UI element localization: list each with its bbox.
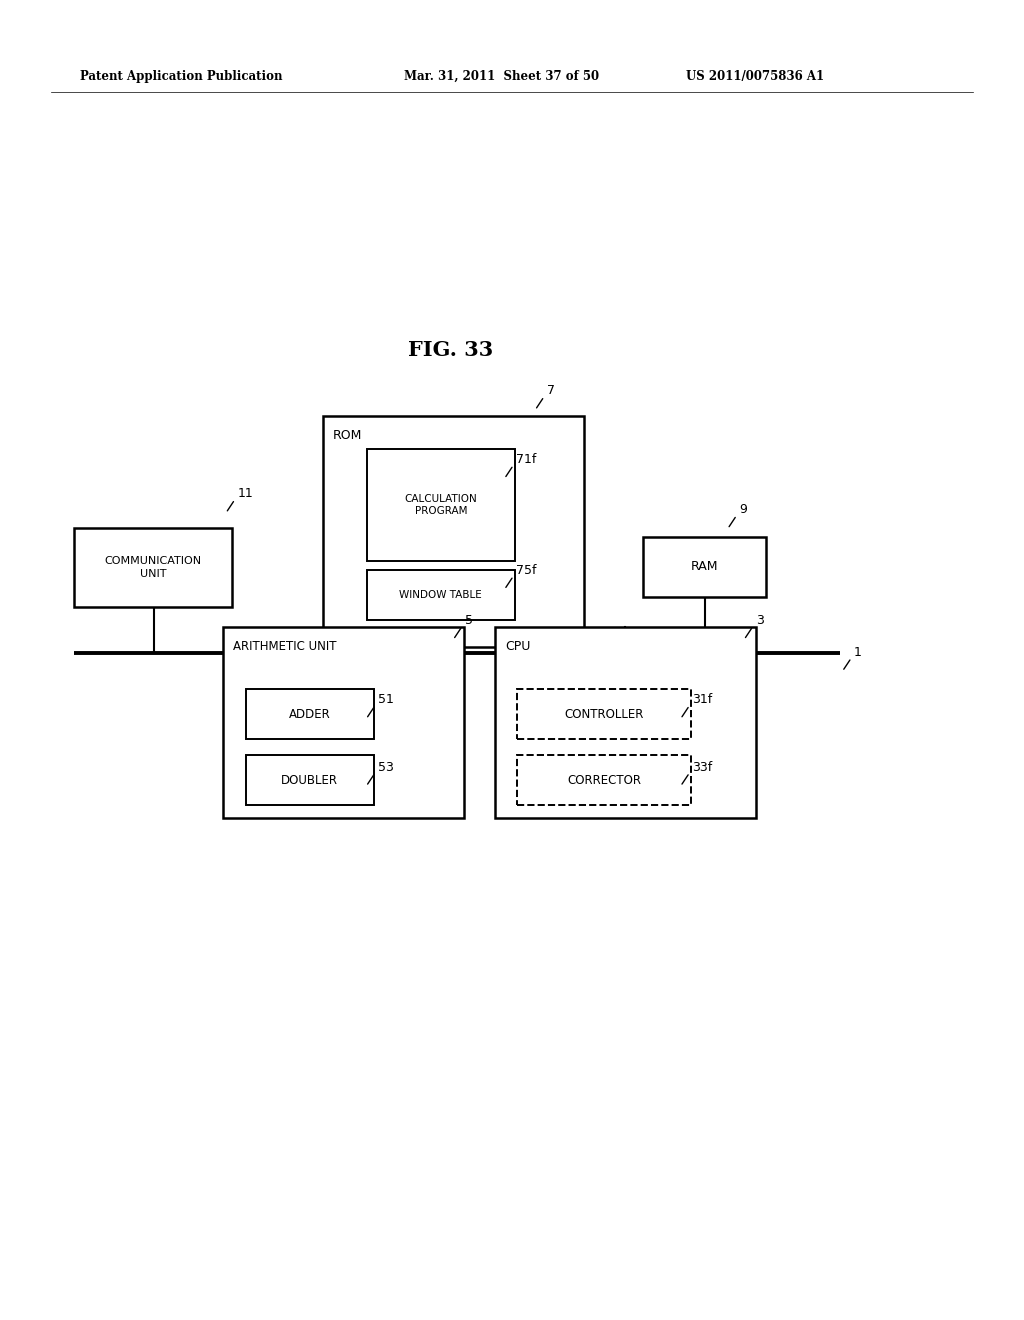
Text: ADDER: ADDER [289,708,331,721]
Text: 3: 3 [756,614,764,627]
Text: ARITHMETIC UNIT: ARITHMETIC UNIT [233,640,337,653]
Bar [367,570,515,620]
Bar [643,537,766,597]
Text: Mar. 31, 2011  Sheet 37 of 50: Mar. 31, 2011 Sheet 37 of 50 [404,70,600,83]
Bar [246,689,374,739]
Text: 11: 11 [238,487,253,500]
Text: 5: 5 [465,614,473,627]
Text: 7: 7 [547,384,555,397]
Text: 51: 51 [378,693,394,706]
Text: 9: 9 [739,503,748,516]
Bar [323,416,584,647]
Text: CORRECTOR: CORRECTOR [567,774,641,787]
Bar [367,449,515,561]
Text: RAM: RAM [691,561,718,573]
Text: CONTROLLER: CONTROLLER [564,708,644,721]
Text: 75f: 75f [516,564,537,577]
Text: CALCULATION
PROGRAM: CALCULATION PROGRAM [404,494,477,516]
Text: ROM: ROM [333,429,362,442]
Text: 31f: 31f [692,693,713,706]
Text: 53: 53 [378,760,394,774]
Text: CPU: CPU [505,640,530,653]
Text: DOUBLER: DOUBLER [282,774,338,787]
Bar [223,627,464,818]
Text: US 2011/0075836 A1: US 2011/0075836 A1 [686,70,824,83]
Text: COMMUNICATION
UNIT: COMMUNICATION UNIT [104,557,202,578]
Bar [495,627,756,818]
Text: WINDOW TABLE: WINDOW TABLE [399,590,482,601]
Bar [74,528,232,607]
Text: 71f: 71f [516,453,537,466]
Bar [517,689,691,739]
Text: 33f: 33f [692,760,713,774]
Bar [246,755,374,805]
Text: 1: 1 [854,645,862,659]
Bar [517,755,691,805]
Text: Patent Application Publication: Patent Application Publication [80,70,283,83]
Text: FIG. 33: FIG. 33 [408,339,494,360]
